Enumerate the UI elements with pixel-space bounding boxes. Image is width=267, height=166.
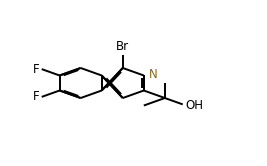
Text: F: F [33,63,39,76]
Text: Br: Br [116,40,129,53]
Text: F: F [33,90,39,103]
Text: N: N [148,68,157,81]
Text: OH: OH [185,99,203,112]
